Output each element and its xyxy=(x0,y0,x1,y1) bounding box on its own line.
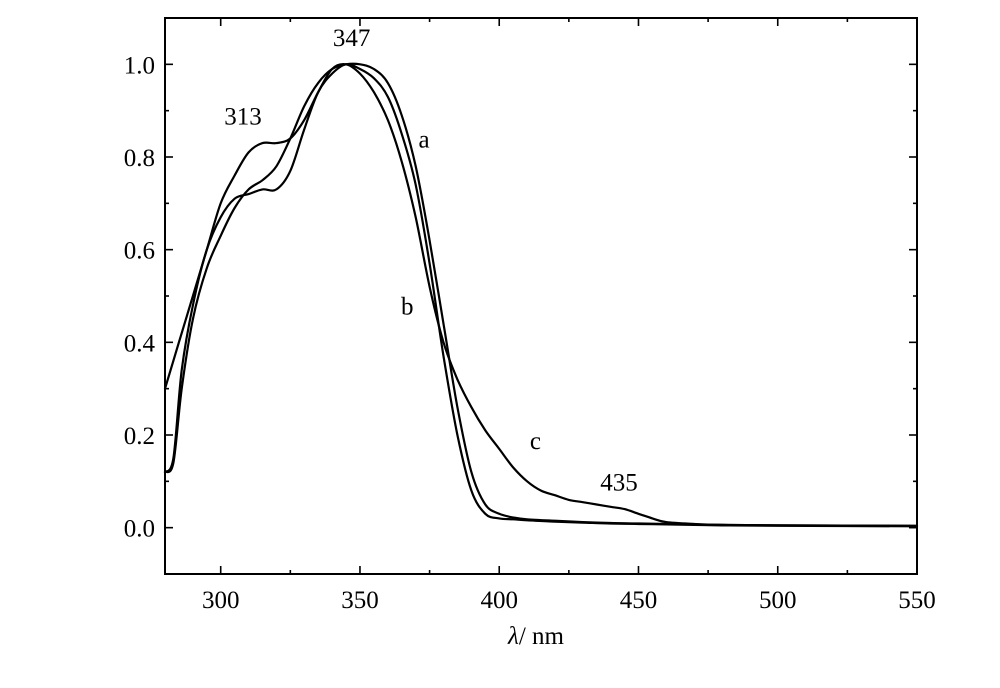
x-tick-label: 300 xyxy=(202,587,240,614)
y-tick-label: 0.4 xyxy=(124,330,156,357)
plot-frame xyxy=(164,17,918,575)
peak-label-435: 435 xyxy=(600,470,638,497)
peak-label-313: 313 xyxy=(224,104,262,131)
x-tick-label: 550 xyxy=(898,587,936,614)
y-tick-labels: 0.0 0.2 0.4 0.6 0.8 1.0 xyxy=(124,52,156,542)
y-tick-label: 0.6 xyxy=(124,238,155,265)
x-axis-symbol: λ xyxy=(507,623,519,650)
x-axis-title: λ/ nm xyxy=(507,623,565,650)
y-tick-label: 0.8 xyxy=(124,145,155,172)
curve-labels: a b c xyxy=(401,127,541,455)
y-tick-label: 1.0 xyxy=(124,52,155,79)
curve-label-b: b xyxy=(401,294,414,321)
x-tick-label: 500 xyxy=(759,587,797,614)
series-lines xyxy=(163,62,919,528)
x-tick-label: 400 xyxy=(480,587,518,614)
series-line-c xyxy=(163,62,919,527)
y-tick-label: 0.0 xyxy=(124,516,155,543)
x-tick-label: 450 xyxy=(620,587,658,614)
series-line-b xyxy=(163,63,919,528)
peak-label-347: 347 xyxy=(333,25,371,52)
x-axis-unit: / nm xyxy=(519,623,565,650)
peak-annotations: 347 313 435 xyxy=(224,25,637,497)
x-tick-label: 350 xyxy=(341,587,379,614)
curve-label-a: a xyxy=(418,127,429,154)
y-tick-label: 0.2 xyxy=(124,423,155,450)
curve-label-c: c xyxy=(530,428,541,455)
series-line-a xyxy=(163,62,919,527)
x-tick-labels: 300 350 400 450 500 550 xyxy=(202,587,936,614)
